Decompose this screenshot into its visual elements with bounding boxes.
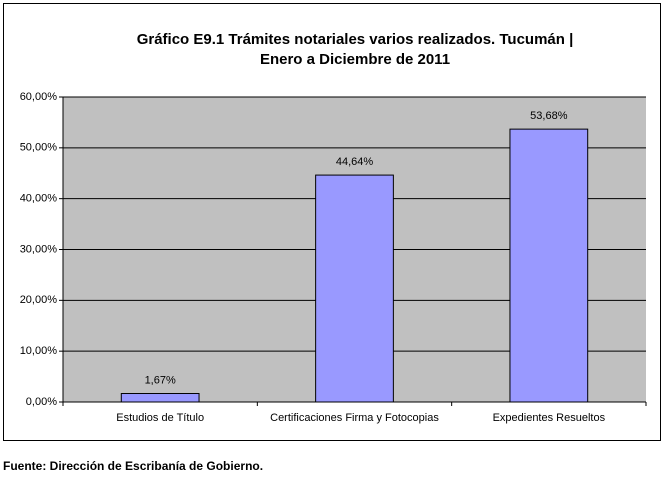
y-tick-label: 10,00%: [20, 345, 58, 357]
bar: [315, 174, 394, 403]
y-tick-label: 40,00%: [20, 193, 58, 205]
value-label: 44,64%: [336, 156, 374, 168]
bar: [120, 393, 200, 403]
value-label: 53,68%: [530, 110, 568, 122]
y-tick-label: 60,00%: [20, 91, 58, 103]
y-tick-label: 20,00%: [20, 294, 58, 306]
bar: [509, 128, 589, 403]
value-label: 1,67%: [145, 374, 176, 386]
x-tick-label: Certificaciones Firma y Fotocopias: [270, 412, 439, 424]
y-tick-label: 50,00%: [20, 142, 58, 154]
y-tick-label: 0,00%: [26, 396, 57, 408]
chart-title: Gráfico E9.1 Trámites notariales varios …: [137, 31, 574, 48]
x-tick-label: Expedientes Resueltos: [493, 412, 606, 424]
source-note: Fuente: Dirección de Escribanía de Gobie…: [3, 459, 263, 473]
x-tick-label: Estudios de Título: [116, 412, 204, 424]
chart-title: Enero a Diciembre de 2011: [260, 51, 450, 68]
y-tick-label: 30,00%: [20, 243, 58, 255]
